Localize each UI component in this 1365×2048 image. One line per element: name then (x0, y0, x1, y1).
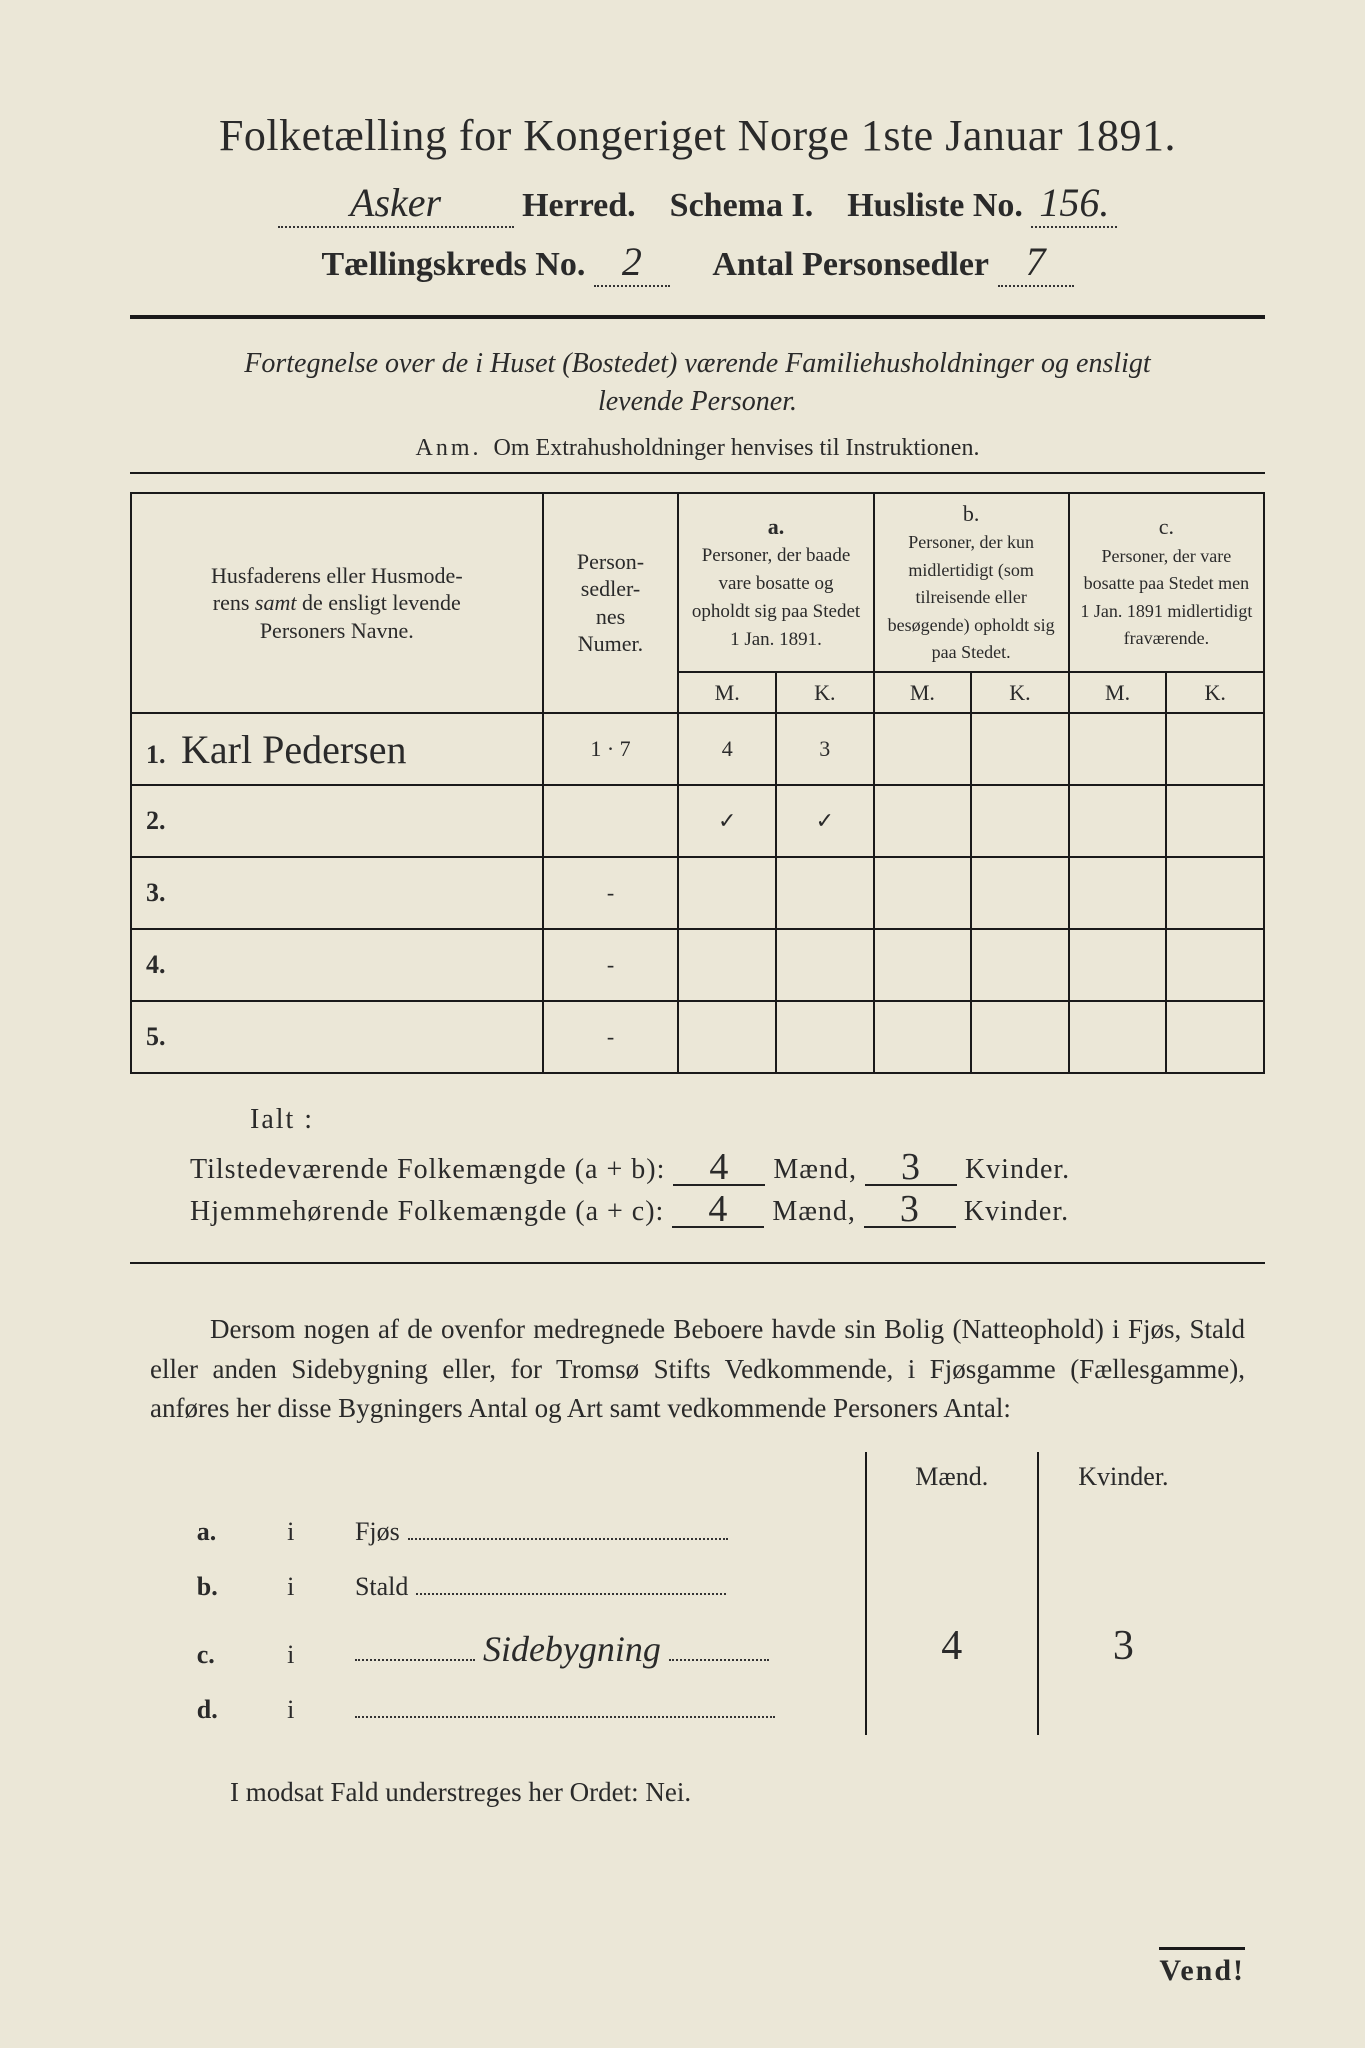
col-c-m: M. (1069, 672, 1167, 714)
kreds-value: 2 (594, 238, 670, 287)
anm-line: Anm. Om Extrahusholdninger henvises til … (130, 435, 1265, 462)
row1-num: 1 · 7 (543, 713, 679, 785)
herred-label: Herred. (522, 187, 636, 224)
col-b-k: K. (971, 672, 1069, 714)
dwell-hdr-m: Mænd. (866, 1452, 1038, 1502)
herred-value: Asker (278, 179, 514, 228)
row1-cK (1166, 713, 1264, 785)
col-a-k: K. (776, 672, 874, 714)
row1-cM (1069, 713, 1167, 785)
kreds-label: Tællingskreds No. (321, 246, 585, 283)
col-a-m: M. (678, 672, 776, 714)
table-row: 1. Karl Pedersen 1 · 7 4 3 (131, 713, 1264, 785)
schema-label: Schema I. (670, 187, 814, 224)
table-row: 2. ✓ ✓ (131, 785, 1264, 857)
page-title: Folketælling for Kongeriget Norge 1ste J… (130, 110, 1265, 161)
anm-prefix: Anm. (416, 435, 482, 461)
col-b-m: M. (874, 672, 972, 714)
col-num-header: Person-sedler-nesNumer. (543, 493, 679, 714)
personsedler-label: Antal Personsedler (712, 246, 989, 283)
dwell-hdr-k: Kvinder. (1038, 1452, 1209, 1502)
husliste-label: Husliste No. (847, 187, 1023, 224)
dwell-row: c. i Sidebygning 4 3 (187, 1612, 1209, 1680)
row1-name: 1. Karl Pedersen (131, 713, 543, 785)
main-table: Husfaderens eller Husmode-rens samt de e… (130, 492, 1265, 1075)
row1-bM (874, 713, 972, 785)
totals-line-1: Tilstedeværende Folkemængde (a + b): 4 M… (190, 1150, 1265, 1186)
dwell-row: d. i (187, 1680, 1209, 1735)
dwelling-paragraph: Dersom nogen af de ovenfor medregnede Be… (150, 1310, 1245, 1427)
totals-line-2: Hjemmehørende Folkemængde (a + c): 4 Mæn… (190, 1192, 1265, 1228)
personsedler-value: 7 (998, 238, 1074, 287)
table-row: 5. - (131, 1001, 1264, 1073)
intro-text: Fortegnelse over de i Huset (Bostedet) v… (130, 345, 1265, 421)
rule-2 (130, 472, 1265, 474)
col-b-header: b. Personer, der kun midlertidigt (som t… (874, 493, 1069, 672)
vend-label: Vend! (1159, 1947, 1245, 1988)
dwell-row: a. i Fjøs (187, 1502, 1209, 1557)
nei-line: I modsat Fald understreges her Ordet: Ne… (230, 1777, 1265, 1808)
anm-text: Om Extrahusholdninger henvises til Instr… (494, 435, 980, 461)
rule-1 (130, 315, 1265, 319)
dwell-row: b. i Stald (187, 1557, 1209, 1612)
row1-aK: 3 (776, 713, 874, 785)
col-c-header: c. Personer, der vare bosatte paa Stedet… (1069, 493, 1264, 672)
row1-bK (971, 713, 1069, 785)
header-line-1: Asker Herred. Schema I. Husliste No. 156… (130, 179, 1265, 228)
table-row: 4. - (131, 929, 1264, 1001)
dwelling-table: Mænd. Kvinder. a. i Fjøs b. i Stald c. i… (187, 1452, 1209, 1735)
col-name-header: Husfaderens eller Husmode-rens samt de e… (131, 493, 543, 714)
ialt-label: Ialt : (250, 1104, 1265, 1136)
intro-line-1: Fortegnelse over de i Huset (Bostedet) v… (244, 348, 1150, 379)
table-row: 3. - (131, 857, 1264, 929)
col-c-k: K. (1166, 672, 1264, 714)
census-form-page: Folketælling for Kongeriget Norge 1ste J… (0, 0, 1365, 2048)
husliste-value: 156. (1031, 179, 1117, 228)
col-a-header: a. Personer, der baade vare bosatte og o… (678, 493, 873, 672)
rule-3 (130, 1262, 1265, 1264)
intro-line-2: levende Personer. (598, 386, 797, 417)
row1-aM: 4 (678, 713, 776, 785)
header-line-2: Tællingskreds No. 2 Antal Personsedler 7 (130, 238, 1265, 287)
